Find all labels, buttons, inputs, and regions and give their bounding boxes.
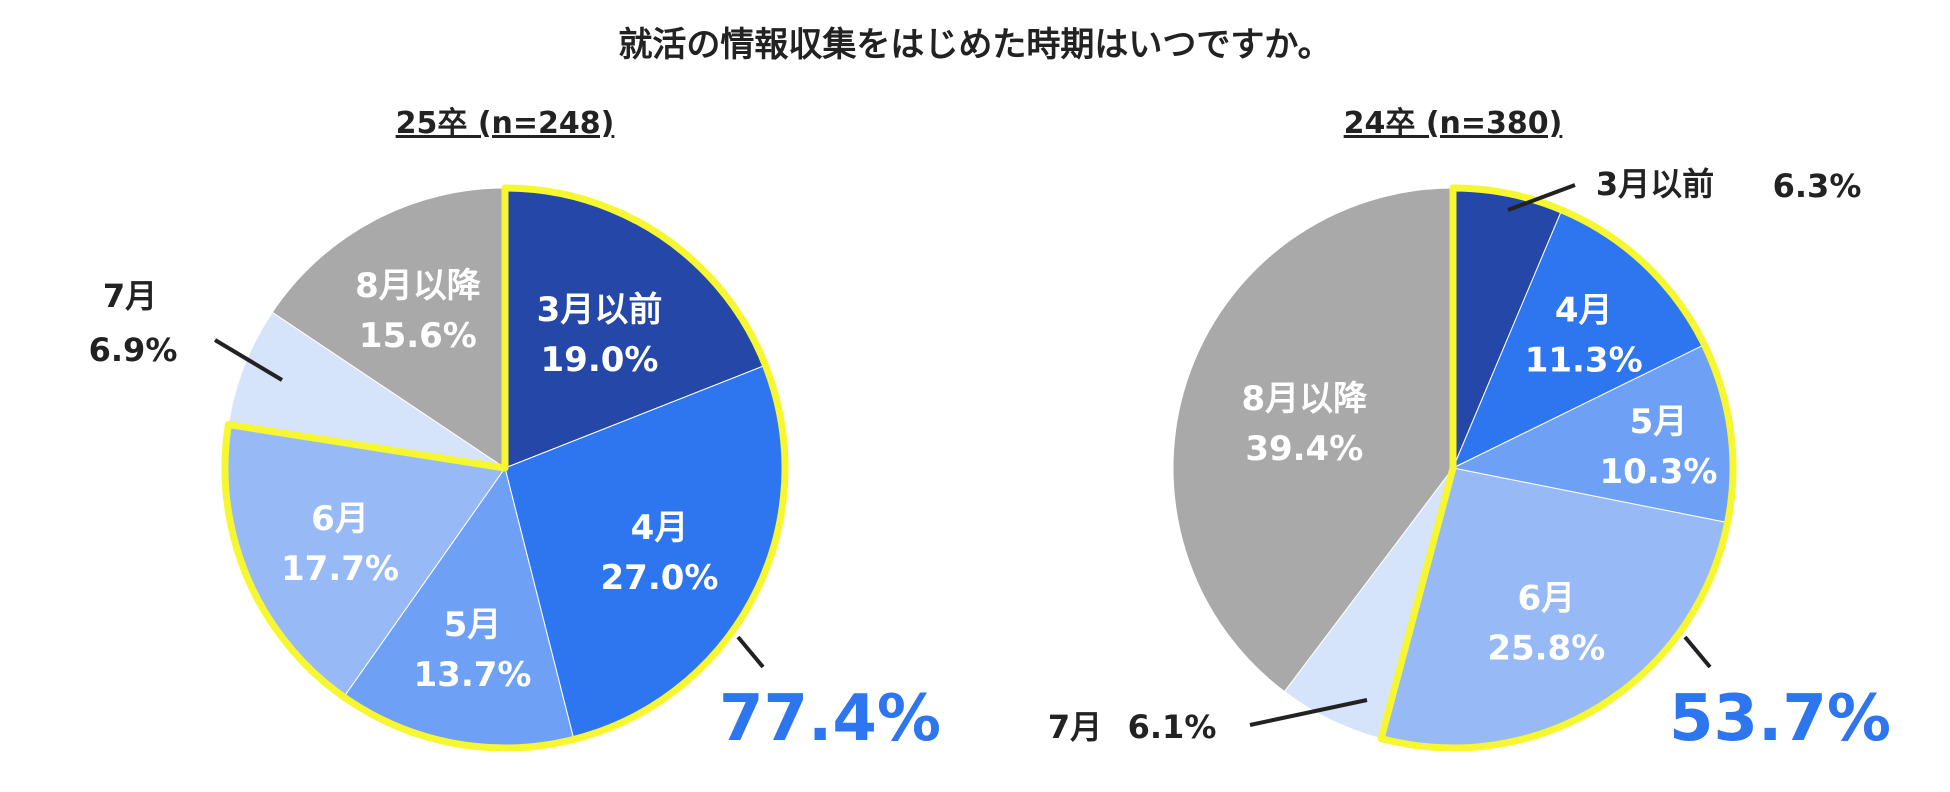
slice-label-name: 3月以前	[537, 290, 663, 330]
highlight-total-25: 77.4%	[719, 682, 941, 756]
pie-slices-24	[1172, 187, 1734, 749]
slice-label-name: 4月	[1555, 291, 1613, 331]
slice-label-name: 5月	[1630, 402, 1688, 442]
slice-label-value: 15.6%	[359, 316, 477, 356]
pie-chart-24: 24卒 (n=380) 4月 11.3% 5月 10.3% 6月 25.8% 8月以降 39.…	[1048, 106, 1891, 756]
highlight-total-24: 53.7%	[1669, 682, 1891, 756]
leader-line-3-24	[1507, 183, 1576, 212]
ext-label-3-name-24: 3月以前	[1596, 165, 1714, 203]
ext-label-7-value-24: 6.1%	[1128, 708, 1217, 746]
slice-label-name: 4月	[631, 508, 689, 548]
leader-line-7-24	[1249, 698, 1368, 727]
slice-label-value: 13.7%	[414, 655, 532, 695]
slice-label-value: 25.8%	[1487, 629, 1605, 669]
pie-slice-25-6	[271, 187, 506, 469]
ext-label-7-name-25: 7月	[103, 277, 157, 315]
pie-slices-25	[224, 187, 786, 749]
pie-slice-24-6	[1172, 187, 1454, 693]
chart-subtitle-24: 24卒 (n=380)	[1344, 106, 1563, 141]
ext-label-3-value-24: 6.3%	[1773, 167, 1862, 205]
chart-title: 就活の情報収集をはじめた時期はいつですか。	[618, 25, 1331, 65]
highlight-outline-25	[221, 184, 789, 752]
slice-label-name: 6月	[311, 499, 369, 539]
slice-label-value: 17.7%	[281, 549, 399, 589]
highlight-leader-25	[736, 635, 765, 669]
slice-label-name: 5月	[444, 605, 502, 645]
highlight-outline-24	[1377, 184, 1737, 752]
highlight-leader-24	[1683, 635, 1712, 669]
slice-label-name: 8月以降	[1241, 379, 1368, 419]
pie-labels-24: 4月 11.3% 5月 10.3% 6月 25.8% 8月以降 39.4%	[1241, 291, 1717, 669]
ext-label-7-name-24: 7月	[1048, 708, 1102, 746]
leader-line-7-25	[213, 338, 284, 382]
slice-label-value: 19.0%	[541, 340, 659, 380]
slice-label-value: 11.3%	[1525, 341, 1643, 381]
slice-label-value: 27.0%	[601, 558, 719, 598]
slice-label-value: 10.3%	[1600, 452, 1718, 492]
slice-label-name: 8月以降	[355, 266, 482, 306]
slice-label-name: 6月	[1517, 579, 1575, 619]
pie-labels-25: 3月以前 19.0% 4月 27.0% 5月 13.7% 6月 17.7% 8月以降 15.6%	[281, 266, 718, 695]
slice-label-value: 39.4%	[1245, 429, 1363, 469]
ext-label-7-value-25: 6.9%	[89, 331, 178, 369]
pie-chart-25: 25卒 (n=248) 3月以前 19.0% 4月 27.0% 5月 13.7% 6月 17.…	[89, 106, 941, 756]
chart-subtitle-25: 25卒 (n=248)	[396, 106, 615, 141]
